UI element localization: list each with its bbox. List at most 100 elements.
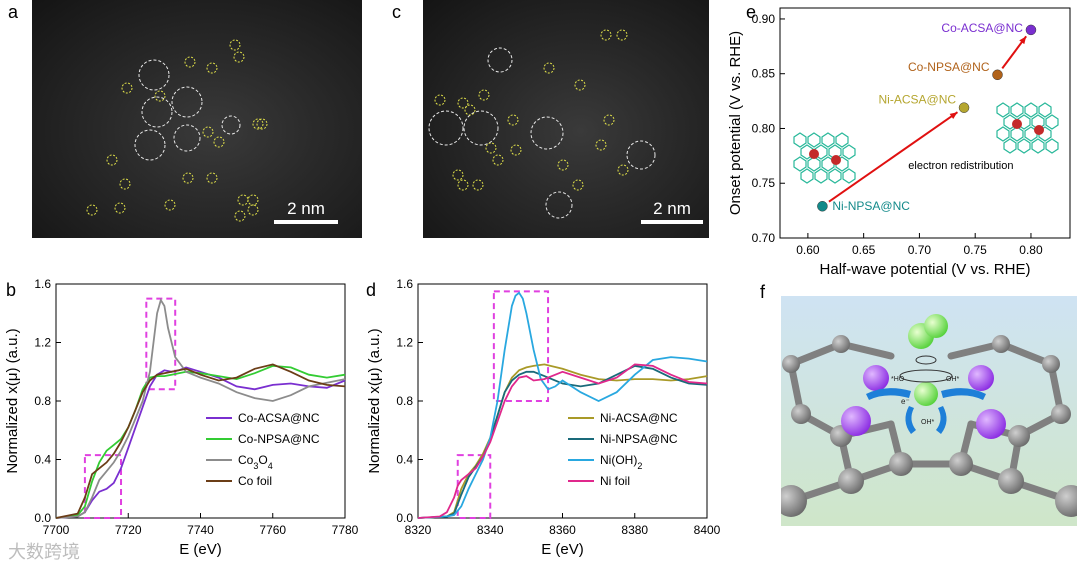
single-atom-marker (507, 114, 519, 126)
y-tick-label: 0.4 (34, 453, 51, 467)
scale-bar-c (641, 220, 703, 224)
single-atom-marker (543, 62, 555, 74)
structure-sketch (996, 102, 1059, 154)
schematic-f: *HO OH* OH* e⁻ (781, 296, 1077, 526)
x-axis-label: E (eV) (179, 541, 222, 558)
cluster-marker (134, 129, 166, 161)
stem-image-c: 2 nm (423, 0, 709, 238)
scale-bar-label-c: 2 nm (653, 199, 691, 218)
single-atom-marker (472, 179, 484, 191)
point-label: Co-ACSA@NC (941, 21, 1023, 35)
y-tick-label: 0.75 (752, 176, 776, 190)
single-atom-marker (86, 204, 98, 216)
chart-e: 0.60 0.65 0.70 0.75 0.80 0.70 0.75 0.80 0.85 0.90… (727, 7, 1071, 278)
y-tick-label: 0.8 (396, 394, 413, 408)
x-tick-label: 0.75 (964, 243, 988, 257)
single-atom-marker (106, 154, 118, 166)
metal-atoms (841, 365, 1006, 439)
y-tick-label: 0.4 (396, 453, 413, 467)
single-atom-marker (184, 56, 196, 68)
legend-label: Co foil (238, 474, 272, 488)
label-electron: e⁻ (901, 397, 910, 406)
plot-frame (55, 283, 346, 519)
scatter-point (992, 69, 1003, 81)
single-atom-marker (119, 178, 131, 190)
legend-label: Co-NPSA@NC (238, 432, 320, 446)
atom-markers-a (86, 39, 268, 222)
single-atom-marker (457, 97, 469, 109)
single-atom-marker (256, 118, 268, 130)
plot-frame (779, 7, 1071, 239)
cluster-marker (463, 110, 499, 146)
legend-label: Co3O4 (238, 453, 273, 471)
cluster-marker (138, 59, 170, 91)
single-atom-marker (616, 29, 628, 41)
point-label: Ni-ACSA@NC (879, 93, 957, 107)
panel-letter-b: b (6, 280, 17, 300)
x-tick-label: 8320 (405, 523, 432, 537)
stem-overlay-a: 2 nm (86, 39, 338, 224)
single-atom-marker (572, 179, 584, 191)
structure-sketch (793, 132, 856, 184)
series-line (417, 364, 708, 519)
x-tick-label: 0.70 (908, 243, 932, 257)
single-atom-marker (154, 90, 166, 102)
chart-b: 7700 7720 7740 7760 7780 0.0 0.4 0.8 1.2 1.6 E (eV… (4, 277, 359, 558)
series-line (55, 363, 346, 519)
single-atom-marker (206, 62, 218, 74)
series-line (55, 297, 346, 519)
y-tick-label: 0.70 (752, 231, 776, 245)
label-ho: *HO (891, 376, 905, 383)
x-tick-label: 8340 (477, 523, 504, 537)
single-atom-marker (252, 118, 264, 130)
highlight-box (456, 454, 492, 520)
y-tick-label: 0.0 (34, 511, 51, 525)
single-atom-marker (478, 89, 490, 101)
scale-bar-a (274, 220, 338, 224)
x-tick-label: 8360 (549, 523, 576, 537)
series-line (417, 363, 708, 519)
panel-letter-f: f (760, 282, 766, 302)
x-tick-label: 7780 (332, 523, 359, 537)
chart-d: 8320 8340 8360 8380 8400 0.0 0.4 0.8 1.2 1.6 E (eV… (366, 277, 721, 558)
single-atom-marker (492, 154, 504, 166)
series-line (55, 366, 346, 519)
stem-image-a: 2 nm (32, 0, 362, 238)
legend-label: Co-ACSA@NC (238, 411, 320, 425)
x-tick-label: 7720 (115, 523, 142, 537)
oh-species (899, 314, 953, 406)
cluster-marker (545, 191, 573, 219)
panel-letter-c: c (392, 2, 401, 22)
single-atom-marker (457, 179, 469, 191)
y-tick-label: 1.2 (34, 336, 51, 350)
single-atom-marker (233, 51, 245, 63)
y-axis-label: Normalized x(μ) (a.u.) (4, 328, 21, 473)
label-oh: OH* (946, 376, 960, 383)
trend-arrow (828, 111, 959, 203)
scatter-point (817, 200, 828, 212)
point-label: Co-NPSA@NC (908, 60, 990, 74)
series-line (417, 363, 708, 519)
single-atom-marker (617, 164, 629, 176)
watermark: 大数跨境 (8, 542, 80, 563)
plot-frame (417, 283, 708, 519)
single-atom-marker (247, 204, 259, 216)
stem-overlay-c: 2 nm (428, 29, 703, 224)
atom-markers-c (428, 29, 656, 219)
y-axis-label: Onset potential (V vs. RHE) (727, 31, 744, 215)
single-atom-marker (434, 94, 446, 106)
cluster-marker (487, 47, 513, 73)
cluster-marker (626, 140, 656, 170)
scatter-point (1025, 24, 1037, 36)
y-tick-label: 1.2 (396, 336, 413, 350)
y-axis-label: Normalized x(μ) (a.u.) (366, 328, 383, 473)
y-tick-label: 0.90 (752, 12, 776, 26)
x-tick-label: 7760 (259, 523, 286, 537)
single-atom-marker (485, 142, 497, 154)
single-atom-marker (510, 144, 522, 156)
y-tick-label: 0.0 (396, 511, 413, 525)
y-tick-label: 0.85 (752, 67, 776, 81)
panel-letter-a: a (8, 2, 19, 22)
trend-arrowhead (1019, 36, 1027, 45)
single-atom-marker (600, 29, 612, 41)
